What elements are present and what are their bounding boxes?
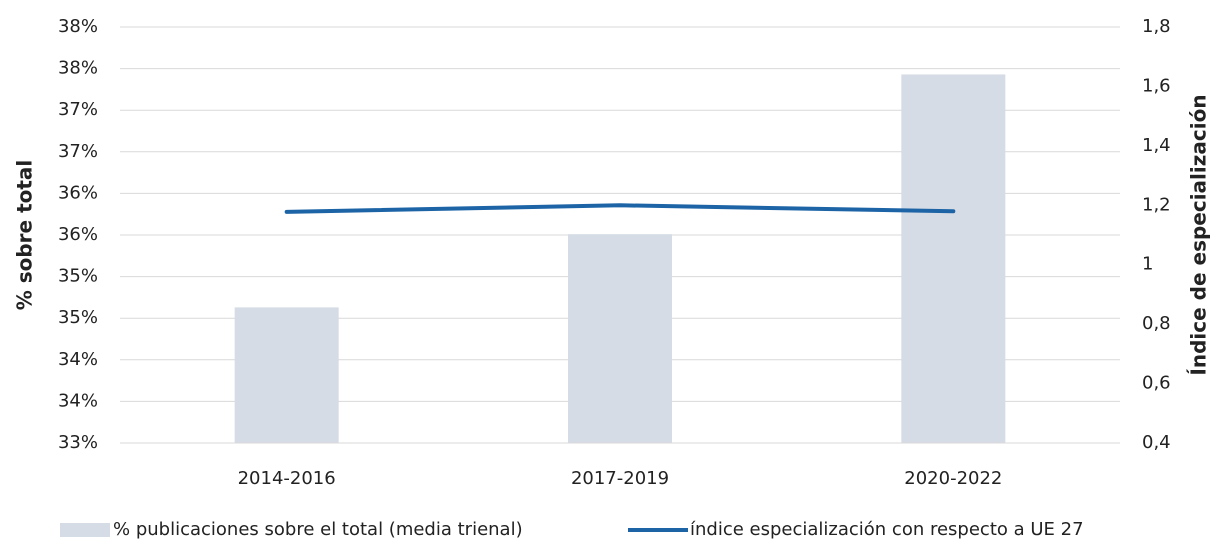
y-tick-label: 38%	[58, 58, 98, 79]
y-tick-label: 37%	[58, 141, 98, 162]
legend-swatch	[60, 523, 110, 537]
y2-tick-label: 1,2	[1142, 194, 1171, 215]
line	[284, 203, 956, 214]
y-tick-label: 36%	[58, 224, 98, 245]
y2-tick-label: 1,6	[1142, 75, 1171, 96]
x-tick-label: 2014-2016	[238, 468, 336, 489]
y2-tick-label: 1,4	[1142, 135, 1171, 156]
bar	[901, 74, 1006, 443]
x-tick-label: 2020-2022	[904, 468, 1002, 489]
y-tick-label: 34%	[58, 349, 98, 370]
y-tick-label: 35%	[58, 307, 98, 328]
y-axis-label: % sobre total	[13, 160, 37, 311]
bar	[234, 307, 339, 443]
y2-tick-label: 0,4	[1142, 432, 1171, 453]
y-tick-label: 34%	[58, 390, 98, 411]
y2-tick-label: 1	[1142, 254, 1153, 275]
legend-label: índice especialización con respecto a UE…	[690, 519, 1084, 540]
y2-tick-label: 0,6	[1142, 373, 1171, 394]
y2-axis-label: Índice de especialización	[1187, 94, 1211, 375]
legend-label: % publicaciones sobre el total (media tr…	[113, 519, 523, 540]
y-tick-label: 36%	[58, 182, 98, 203]
y-tick-label: 38%	[58, 16, 98, 37]
y-tick-label: 33%	[58, 432, 98, 453]
x-tick-label: 2017-2019	[571, 468, 669, 489]
y2-tick-label: 0,8	[1142, 313, 1171, 334]
bar	[568, 234, 672, 443]
y-tick-label: 37%	[58, 99, 98, 120]
y2-tick-label: 1,8	[1142, 16, 1171, 37]
y-tick-label: 35%	[58, 266, 98, 287]
